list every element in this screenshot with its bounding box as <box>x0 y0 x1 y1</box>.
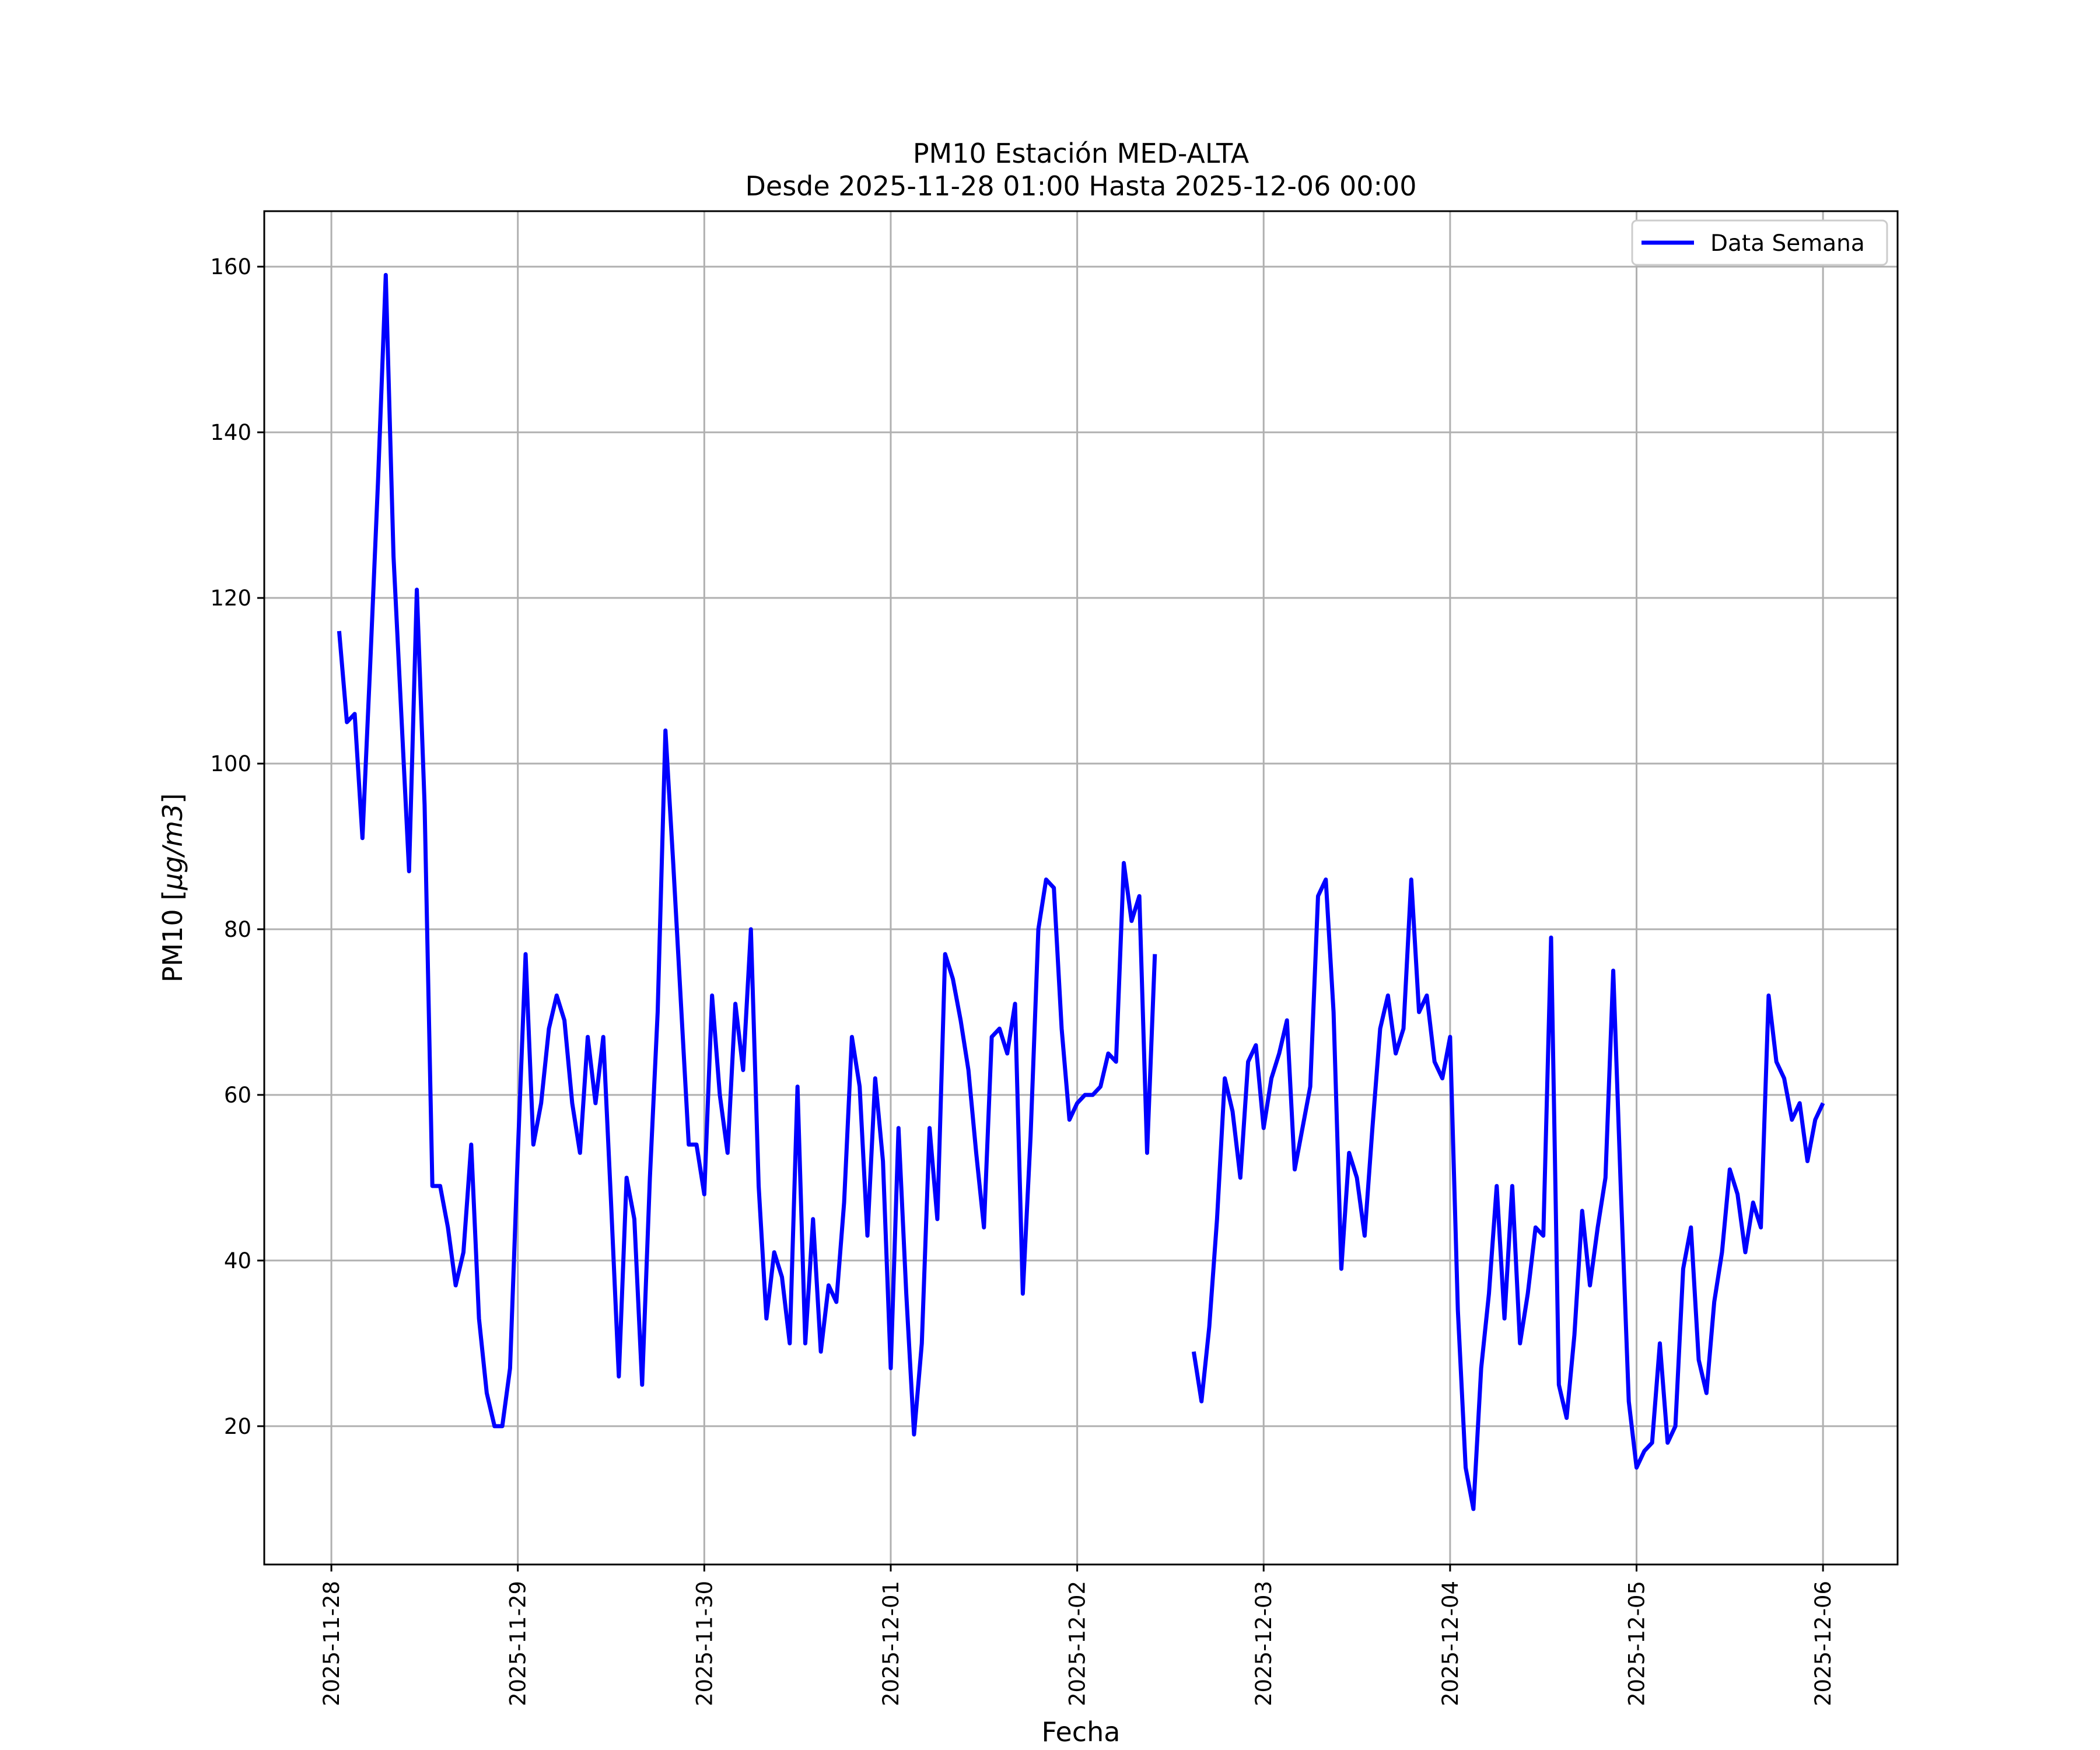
chart-title: PM10 Estación MED-ALTA <box>913 138 1250 169</box>
y-axis-label: PM10 [μg/m3] <box>157 793 188 983</box>
x-tick-label: 2025-12-04 <box>1438 1581 1463 1706</box>
x-tick-label: 2025-12-02 <box>1065 1581 1090 1706</box>
y-tick-label: 80 <box>224 917 251 942</box>
y-tick-label: 100 <box>210 751 251 776</box>
y-tick-label: 140 <box>210 420 251 445</box>
series-line-data-semana <box>337 272 1825 1511</box>
legend-label: Data Semana <box>1710 230 1865 257</box>
x-tick-label: 2025-11-29 <box>506 1581 531 1706</box>
x-axis: 2025-11-28 2025-11-29 2025-11-30 2025-12-01… <box>319 1564 1836 1706</box>
x-tick-label: 2025-12-03 <box>1251 1581 1276 1706</box>
x-tick-label: 2025-11-30 <box>692 1581 717 1706</box>
chart-subtitle: Desde 2025-11-28 01:00 Hasta 2025-12-06 … <box>745 170 1416 202</box>
y-tick-label: 20 <box>224 1414 251 1439</box>
y-tick-label: 60 <box>224 1083 251 1108</box>
grid <box>264 211 1898 1564</box>
x-axis-label: Fecha <box>1042 1716 1121 1748</box>
y-tick-label: 40 <box>224 1248 251 1273</box>
x-tick-label: 2025-12-06 <box>1811 1581 1836 1706</box>
y-axis: 20 40 60 80 100 120 140 160 <box>210 254 264 1439</box>
x-tick-label: 2025-12-01 <box>878 1581 904 1706</box>
y-tick-label: 120 <box>210 586 251 611</box>
legend: Data Semana <box>1631 219 1888 266</box>
data-line-layer <box>337 272 1825 1511</box>
y-tick-label: 160 <box>210 254 251 279</box>
plot-frame <box>263 210 1899 1566</box>
legend-box <box>1631 219 1888 266</box>
x-tick-label: 2025-11-28 <box>319 1581 344 1706</box>
x-tick-label: 2025-12-05 <box>1625 1581 1650 1706</box>
